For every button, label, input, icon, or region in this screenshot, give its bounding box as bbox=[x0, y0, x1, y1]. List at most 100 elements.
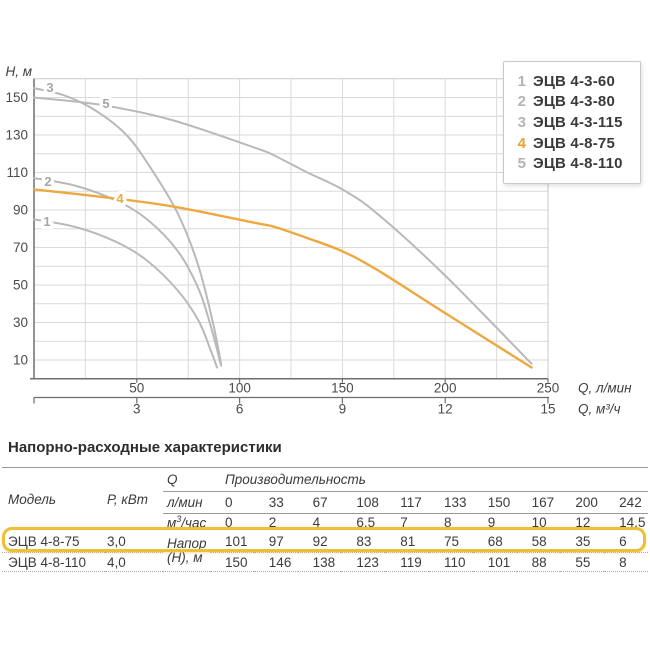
flow-value: 242 bbox=[604, 491, 648, 514]
head-value: 101 bbox=[210, 530, 254, 553]
y-axis-label: Н, м bbox=[5, 64, 32, 79]
unit-label: м3/час bbox=[167, 514, 207, 531]
flow-value: 9 bbox=[487, 514, 496, 530]
head-value: 110 bbox=[428, 552, 473, 572]
head-value: 83 bbox=[341, 530, 386, 553]
spec-heading: Напорно-расходные характеристики bbox=[8, 439, 282, 456]
curve-label-5: 5 bbox=[102, 96, 109, 111]
x-tick-label: 200 bbox=[434, 381, 457, 396]
col-power-header: Р, кВт bbox=[105, 467, 163, 531]
flow-value: 33 bbox=[253, 491, 298, 514]
unit-label: л/мин bbox=[163, 491, 210, 514]
curve-label-1: 1 bbox=[43, 214, 50, 229]
flow-value: 10 bbox=[531, 514, 547, 530]
flow-value: 2 bbox=[268, 514, 277, 530]
y-tick-label: 150 bbox=[5, 90, 28, 105]
y-tick-label: 130 bbox=[5, 128, 28, 143]
flow-value: 67 bbox=[297, 491, 342, 514]
power-value: 3,0 bbox=[105, 530, 163, 553]
flow-value: 14.5 bbox=[619, 514, 646, 530]
x2-tick-label: 12 bbox=[438, 402, 453, 417]
legend-item-2: 2 ЭЦВ 4-3-80 bbox=[504, 94, 640, 109]
legend-item-5: 5 ЭЦВ 4-8-110 bbox=[504, 156, 640, 171]
head-value: 81 bbox=[385, 530, 429, 553]
legend-item-number: 1 bbox=[517, 72, 526, 90]
flow-value: 150 bbox=[472, 491, 517, 514]
x2-axis-label: Q, м³/ч bbox=[578, 402, 621, 417]
head-value: 138 bbox=[297, 552, 342, 572]
flow-value: 4 bbox=[312, 514, 321, 530]
flow-value: 6.5 bbox=[356, 514, 376, 530]
col-model-header: Модель bbox=[2, 467, 105, 531]
x2-tick-label: 9 bbox=[339, 402, 347, 417]
head-value: 8 bbox=[604, 552, 648, 572]
pump-curves-chart: 10 30 50 70 90 110 130 150 Н, м 50 100 150 200 250 Q, … bbox=[5, 64, 632, 417]
curve-label-2: 2 bbox=[44, 174, 51, 189]
legend-item-label: ЭЦВ 4-8-110 bbox=[533, 155, 623, 173]
legend-item-label: ЭЦВ 4-3-80 bbox=[533, 93, 615, 111]
flow-value: 8 bbox=[443, 514, 452, 530]
head-value: 146 bbox=[253, 552, 298, 572]
curve-5 bbox=[33, 96, 533, 365]
head-value: 92 bbox=[297, 530, 342, 553]
legend-item-label: ЭЦВ 4-8-75 bbox=[533, 134, 615, 152]
flow-value: 133 bbox=[428, 491, 473, 514]
y-tick-label: 10 bbox=[13, 353, 28, 368]
x-tick-label: 100 bbox=[228, 381, 251, 396]
head-value: 119 bbox=[385, 552, 429, 572]
flow-value: 7 bbox=[400, 514, 408, 530]
legend-item-label: ЭЦВ 4-3-115 bbox=[533, 113, 623, 131]
x-axis-label: Q, л/мин bbox=[578, 381, 632, 396]
head-value: 75 bbox=[428, 530, 473, 553]
legend-item-1: 1 ЭЦВ 4-3-60 bbox=[504, 74, 640, 89]
head-value: 35 bbox=[560, 530, 605, 553]
flow-value: 12 bbox=[575, 514, 591, 530]
spec-table: Модель Р, кВт Q Производительность л/мин 0 33 6… bbox=[2, 467, 648, 572]
x-tick-label: 50 bbox=[129, 381, 144, 396]
legend-item-number: 2 bbox=[517, 93, 526, 111]
legend-item-number: 5 bbox=[517, 155, 526, 173]
head-value: 6 bbox=[604, 530, 648, 553]
head-value: 150 bbox=[210, 552, 254, 572]
model-name: ЭЦВ 4-8-75 bbox=[2, 530, 105, 553]
head-value: 88 bbox=[516, 552, 561, 572]
flow-value: 0 bbox=[210, 491, 254, 514]
power-value: 4,0 bbox=[105, 552, 163, 572]
head-value: 123 bbox=[341, 552, 386, 572]
legend-item-3: 3 ЭЦВ 4-3-115 bbox=[504, 115, 640, 130]
legend-item-number: 3 bbox=[517, 113, 526, 131]
flow-value: 0 bbox=[225, 514, 233, 530]
x-tick-label: 150 bbox=[331, 381, 354, 396]
flow-value: 117 bbox=[385, 491, 429, 514]
y-tick-label: 110 bbox=[6, 165, 28, 180]
flow-value: 108 bbox=[341, 491, 386, 514]
curve-3 bbox=[33, 87, 223, 365]
perf-header: Производительность bbox=[210, 467, 648, 492]
legend-item-4: 4 ЭЦВ 4-8-75 bbox=[504, 136, 640, 151]
model-name: ЭЦВ 4-8-110 bbox=[2, 552, 105, 572]
curve-label-4: 4 bbox=[116, 191, 124, 206]
y-tick-label: 90 bbox=[13, 203, 28, 218]
curve-2 bbox=[33, 177, 223, 367]
curve-1 bbox=[33, 218, 218, 369]
pump-legend: 1 ЭЦВ 4-3-60 2 ЭЦВ 4-3-80 3 ЭЦВ 4-3-115 4 ЭЦВ 4… bbox=[503, 61, 641, 184]
curve-4 bbox=[32, 188, 533, 369]
y-tick-label: 70 bbox=[13, 240, 28, 255]
head-value: 55 bbox=[560, 552, 605, 572]
x2-tick-label: 15 bbox=[540, 402, 555, 417]
legend-item-number: 4 bbox=[517, 134, 526, 152]
head-value: 101 bbox=[472, 552, 517, 572]
head-value: 58 bbox=[516, 530, 561, 553]
x-tick-label: 250 bbox=[537, 381, 560, 396]
x2-tick-label: 6 bbox=[236, 402, 244, 417]
curve-label-3: 3 bbox=[46, 80, 53, 95]
head-value: 97 bbox=[253, 530, 298, 553]
flow-value: 200 bbox=[560, 491, 605, 514]
legend-item-label: ЭЦВ 4-3-60 bbox=[533, 72, 615, 90]
y-tick-label: 50 bbox=[13, 278, 28, 293]
y-tick-label: 30 bbox=[13, 315, 28, 330]
head-value: 68 bbox=[472, 530, 517, 553]
x2-tick-label: 3 bbox=[133, 402, 141, 417]
head-row-label: Напор (Н), м bbox=[163, 530, 210, 572]
